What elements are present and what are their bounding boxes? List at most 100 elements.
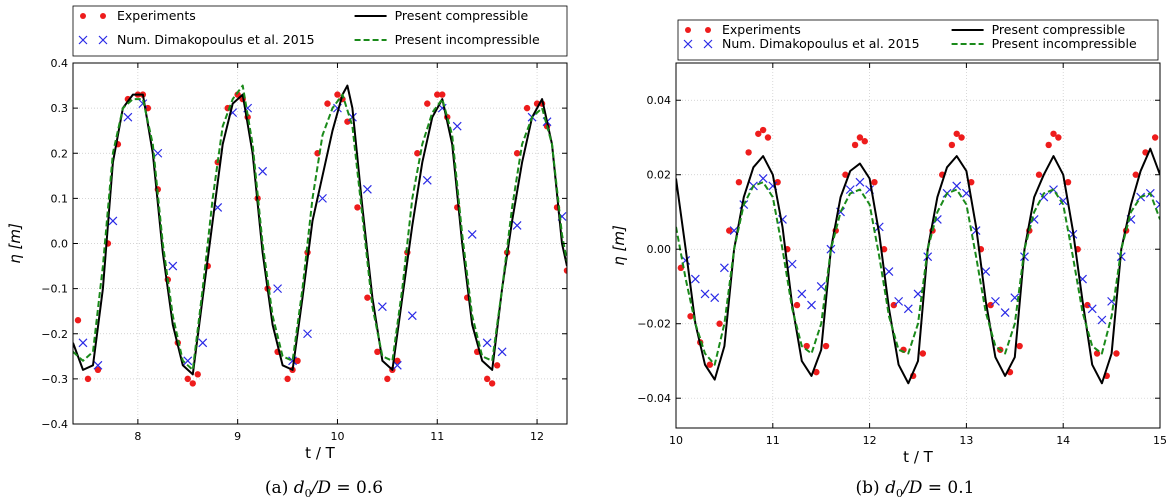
data-point-experiments — [324, 100, 331, 107]
data-point-numerical — [903, 304, 913, 314]
x-tick-label: 11 — [430, 430, 444, 443]
chart-panel-a: 8 9 10 11 12 −0.4 −0.3 −0.2 −0.1 0.0 0.1 0.2 0.3 0.4 t… — [6, 5, 568, 498]
data-point-experiments — [84, 375, 92, 383]
data-point-numerical — [123, 112, 133, 122]
x-tick-label: 12 — [530, 430, 544, 443]
data-point-experiments — [755, 130, 762, 137]
y-tick-label: 0.04 — [647, 94, 672, 107]
data-point-numerical — [273, 284, 283, 294]
x-tick-label: 11 — [766, 434, 780, 447]
data-point-experiments — [919, 350, 927, 357]
data-point-experiments — [851, 141, 859, 149]
data-point-numerical — [991, 296, 1000, 306]
data-point-experiments — [774, 178, 781, 186]
y-tick-label: −0.02 — [637, 318, 671, 331]
data-point-experiments — [374, 348, 381, 355]
data-point-experiments — [822, 342, 830, 350]
caption-d: d — [885, 478, 896, 498]
legend-marker-experiments — [685, 27, 691, 33]
y-tick-label: 0.1 — [51, 192, 69, 205]
data-point-experiments — [987, 301, 994, 309]
data-point-numerical — [855, 177, 865, 187]
series-line-incompressible — [73, 84, 567, 371]
data-point-experiments — [948, 141, 956, 149]
x-tick-label: 15 — [1153, 434, 1167, 447]
legend-label-compressible: Present compressible — [992, 22, 1126, 37]
data-point-experiments — [890, 301, 897, 309]
data-point-experiments — [513, 150, 521, 157]
series-group — [73, 84, 567, 387]
data-point-experiments — [880, 246, 888, 253]
data-point-experiments — [793, 301, 801, 309]
data-point-experiments — [384, 375, 391, 383]
y-axis-label: η [m] — [610, 225, 628, 266]
data-point-experiments — [493, 362, 501, 369]
data-point-numerical — [93, 360, 103, 370]
data-point-numerical — [1087, 304, 1097, 314]
data-point-experiments — [74, 317, 82, 324]
data-point-numerical — [758, 174, 768, 183]
data-point-numerical — [710, 293, 720, 303]
x-tick-label: 10 — [669, 434, 683, 447]
data-point-numerical — [183, 356, 193, 366]
data-point-numerical — [422, 175, 432, 185]
y-tick-label: 0.02 — [647, 169, 672, 182]
y-tick-label: 0.4 — [51, 57, 69, 70]
data-point-numerical — [797, 289, 807, 299]
data-point-experiments — [958, 134, 965, 141]
data-point-experiments — [856, 134, 864, 141]
data-point-experiments — [1050, 130, 1057, 137]
y-tick-label: −0.1 — [41, 283, 68, 296]
data-point-numerical — [78, 338, 88, 348]
legend-label-incompressible: Present incompressible — [992, 36, 1137, 51]
x-tick-label: 8 — [134, 430, 141, 443]
data-point-numerical — [377, 302, 387, 312]
series-line-incompressible — [676, 181, 1160, 366]
data-point-experiments — [424, 100, 431, 107]
data-point-experiments — [94, 366, 102, 374]
chart-panel-b: 10 11 12 13 14 15 −0.04 −0.02 0.00 0.02 0.04 t / T η… — [610, 19, 1167, 498]
data-point-experiments — [1045, 141, 1052, 149]
panel-caption: (a) d0/D = 0.6 — [265, 478, 383, 498]
y-tick-label: 0.00 — [647, 243, 672, 256]
data-point-experiments — [483, 375, 491, 383]
caption-value: = 0.1 — [922, 478, 974, 498]
data-point-experiments — [1064, 178, 1072, 186]
plot-frame — [675, 62, 1161, 429]
data-point-numerical — [407, 311, 417, 321]
data-point-experiments — [184, 375, 191, 383]
legend-marker-numerical — [78, 35, 88, 45]
data-point-experiments — [439, 91, 446, 98]
caption-label: (a) — [265, 478, 294, 498]
y-tick-label: 0.0 — [51, 238, 69, 251]
data-point-experiments — [1055, 134, 1062, 141]
data-point-experiments — [523, 104, 531, 112]
data-point-numerical — [318, 193, 327, 203]
data-point-numerical — [1097, 315, 1107, 325]
caption-d: d — [294, 478, 305, 498]
legend-box — [677, 19, 1159, 61]
data-point-experiments — [364, 294, 371, 301]
caption-sub: 0 — [896, 487, 903, 498]
data-point-experiments — [759, 126, 767, 134]
data-point-numerical — [787, 259, 797, 269]
x-tick-label: 13 — [959, 434, 973, 447]
data-point-experiments — [861, 138, 868, 145]
data-point-experiments — [294, 357, 301, 365]
y-tick-label: −0.4 — [41, 418, 68, 431]
data-point-experiments — [189, 380, 196, 387]
data-point-numerical — [700, 289, 710, 299]
data-point-experiments — [414, 150, 421, 157]
data-point-experiments — [1151, 134, 1159, 141]
data-point-numerical — [303, 329, 312, 339]
data-point-experiments — [968, 178, 975, 186]
data-point-numerical — [467, 230, 477, 239]
data-point-numerical — [1058, 196, 1068, 206]
data-point-experiments — [735, 178, 743, 186]
data-point-experiments — [764, 134, 772, 141]
x-tick-label: 14 — [1056, 434, 1070, 447]
legend-label-numerical: Num. Dimakopoulus et al. 2015 — [722, 36, 920, 51]
data-point-numerical — [952, 181, 962, 191]
data-point-experiments — [354, 204, 361, 211]
